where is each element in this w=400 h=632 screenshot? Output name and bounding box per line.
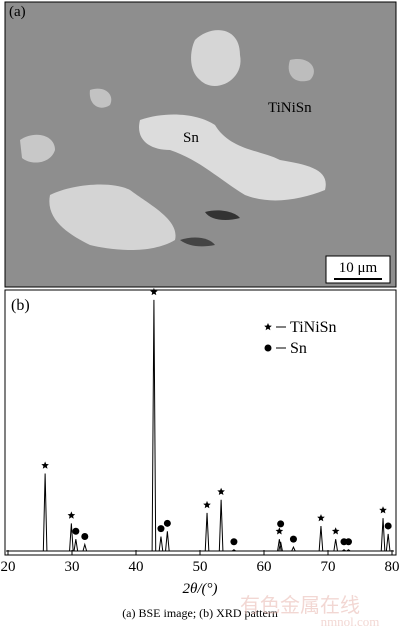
phase-region <box>89 88 112 108</box>
plot-frame <box>4 289 397 556</box>
diffraction-peak <box>231 549 237 552</box>
diffraction-peak <box>158 536 164 552</box>
panel-label: (a) <box>9 4 26 20</box>
panel-label: (b) <box>11 297 30 314</box>
peak-marker-star <box>331 527 340 535</box>
diffraction-peak <box>380 518 386 552</box>
x-tick-label: 50 <box>193 559 208 575</box>
peak-marker-circle <box>344 538 352 546</box>
peak-marker-star <box>264 323 272 331</box>
peak-marker-star <box>317 514 325 522</box>
peak-marker-circle <box>81 532 89 540</box>
peak-marker-circle <box>264 344 272 352</box>
diffraction-peak <box>385 533 391 552</box>
peak-marker-circle <box>384 522 392 530</box>
scale-bar-label: 10 μm <box>339 260 378 276</box>
legend-label: Sn <box>290 340 307 357</box>
x-tick-label: 30 <box>65 559 80 575</box>
peak-marker-star <box>67 511 76 519</box>
phase-region <box>288 59 314 82</box>
legend-label: TiNiSn <box>290 319 337 336</box>
diffraction-peak <box>333 539 338 552</box>
x-tick-label: 70 <box>321 559 336 575</box>
peak-marker-star <box>203 500 211 509</box>
diffraction-peak <box>341 549 347 552</box>
peak-marker-circle <box>72 527 80 535</box>
peak-marker-circle <box>230 538 238 546</box>
diffraction-peak <box>165 531 170 552</box>
diffraction-peak <box>73 539 79 552</box>
diffraction-peak <box>277 539 282 552</box>
diffraction-peak <box>318 526 324 552</box>
peak-marker-circle <box>277 520 285 528</box>
diffraction-peak <box>218 499 224 552</box>
diffraction-peak <box>346 549 351 552</box>
peak-marker-circle <box>289 535 297 543</box>
caption: (a) BSE image; (b) XRD pattern <box>122 606 278 620</box>
peak-marker-circle <box>157 525 165 533</box>
pore <box>205 210 240 220</box>
peak-marker-star <box>150 287 158 296</box>
peak-marker-star <box>275 527 284 535</box>
diffraction-peak <box>151 299 157 552</box>
x-tick-label: 20 <box>1 559 16 575</box>
annotation: TiNiSn <box>268 100 312 116</box>
x-tick-label: 40 <box>129 559 144 575</box>
diffraction-peak <box>42 473 48 552</box>
phase-region <box>49 184 176 250</box>
peak-marker-circle <box>163 519 171 527</box>
peak-marker-star <box>379 506 387 514</box>
diffraction-peak <box>291 545 296 552</box>
phase-region <box>139 114 326 201</box>
diffraction-peak <box>204 512 210 552</box>
annotation: Sn <box>183 130 199 146</box>
x-axis-title: 2θ/(°) <box>182 581 217 597</box>
watermark: nmnol.com <box>321 614 380 627</box>
diffraction-peak <box>82 542 88 552</box>
x-tick-label: 80 <box>385 559 400 575</box>
peak-marker-star <box>41 461 49 469</box>
pore <box>180 237 215 247</box>
x-tick-label: 60 <box>257 559 272 575</box>
watermark: 有色金属在线 <box>240 594 360 617</box>
phase-region <box>191 30 241 86</box>
phase-region <box>20 134 55 163</box>
diffraction-peak <box>69 523 74 552</box>
bse-image: (a) Sn TiNiSn 10 μm <box>4 1 397 288</box>
diffraction-peak <box>278 541 283 552</box>
peak-marker-star <box>217 487 225 495</box>
